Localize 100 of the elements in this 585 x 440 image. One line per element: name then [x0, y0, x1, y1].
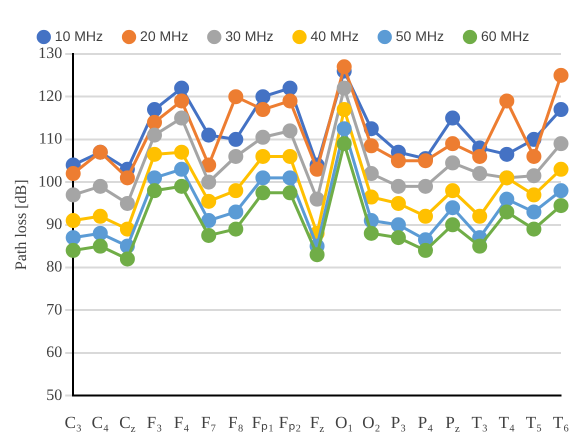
- x-tick-label: T₄: [498, 413, 516, 432]
- point: [526, 222, 542, 237]
- point: [282, 170, 298, 186]
- point: [147, 128, 162, 143]
- point: [472, 208, 488, 224]
- x-tick-label: Fₚ₂: [278, 413, 302, 433]
- point: [445, 200, 460, 216]
- point: [472, 148, 488, 164]
- point: [66, 213, 81, 228]
- legend-label: 30 MHz: [225, 28, 274, 44]
- point: [554, 198, 568, 214]
- legend-label: 10 MHz: [54, 28, 104, 44]
- point: [201, 228, 216, 243]
- point: [336, 102, 352, 118]
- point: [255, 102, 270, 118]
- point: [364, 190, 379, 205]
- point: [174, 178, 190, 194]
- x-tick-label: P₄: [418, 413, 434, 432]
- y-tick-label: 130: [38, 45, 62, 62]
- point: [282, 123, 298, 138]
- point: [66, 242, 81, 258]
- point: [364, 166, 379, 182]
- point: [554, 136, 568, 152]
- point: [201, 128, 216, 143]
- point: [66, 187, 81, 202]
- point: [228, 89, 244, 104]
- point: [201, 213, 216, 228]
- point: [526, 148, 542, 164]
- point: [174, 93, 190, 108]
- point: [390, 153, 406, 168]
- point: [255, 130, 270, 145]
- point: [282, 148, 298, 164]
- point: [472, 238, 488, 254]
- point: [499, 93, 514, 108]
- point: [92, 208, 108, 224]
- point: [120, 222, 135, 237]
- point: [147, 102, 162, 118]
- y-tick-label: 120: [38, 88, 62, 105]
- y-tick-label: 100: [38, 173, 62, 190]
- point: [255, 148, 270, 164]
- x-tick-label: C₃: [64, 413, 82, 432]
- y-tick-label: 90: [46, 216, 62, 234]
- point: [554, 102, 568, 118]
- point: [364, 138, 379, 154]
- point: [499, 146, 514, 162]
- point: [310, 247, 325, 262]
- y-tick-label: 50: [46, 386, 62, 404]
- x-tick-label: P₃: [390, 413, 406, 432]
- x-tick-label: T₃: [472, 413, 488, 432]
- x-tick-label: F₄: [174, 413, 190, 432]
- point: [526, 168, 542, 184]
- point: [147, 183, 162, 198]
- legend-label: 20 MHz: [140, 28, 188, 44]
- point: [201, 158, 216, 173]
- x-tick-label: Fₚ₁: [252, 413, 274, 433]
- point: [472, 166, 488, 182]
- legend-label: 60 MHz: [480, 28, 530, 44]
- point: [228, 148, 244, 164]
- legend-label: 50 MHz: [396, 28, 444, 44]
- x-tick-label: O₂: [362, 413, 380, 432]
- point: [66, 230, 81, 246]
- point: [282, 185, 298, 200]
- x-tick-label: T₅: [526, 413, 542, 432]
- point: [445, 183, 460, 198]
- point: [92, 226, 108, 241]
- point: [526, 204, 542, 220]
- point: [174, 80, 190, 96]
- x-tick-label: O₁: [335, 413, 354, 432]
- point: [174, 162, 190, 177]
- point: [201, 194, 216, 209]
- point: [282, 93, 298, 108]
- point: [201, 174, 216, 190]
- point: [554, 183, 568, 198]
- x-tick-label: F₈: [228, 413, 244, 432]
- point: [418, 178, 433, 194]
- point: [499, 204, 514, 220]
- x-tick-label: F₃: [146, 413, 162, 432]
- point: [445, 217, 460, 232]
- point: [445, 155, 460, 170]
- point: [228, 222, 244, 237]
- point: [147, 170, 162, 186]
- point: [390, 196, 406, 211]
- y-tick-label: 70: [46, 301, 62, 318]
- point: [255, 185, 270, 200]
- point: [336, 59, 352, 74]
- point: [120, 251, 135, 266]
- y-tick-label: 80: [46, 258, 62, 276]
- x-tick-label: C₄: [92, 413, 110, 432]
- point: [228, 204, 244, 220]
- point: [336, 121, 352, 136]
- point: [336, 136, 352, 152]
- point: [92, 178, 108, 194]
- point: [228, 132, 244, 147]
- point: [418, 242, 433, 258]
- x-tick-label: F₇: [201, 413, 216, 432]
- point: [310, 192, 325, 207]
- point: [310, 162, 325, 177]
- point: [282, 80, 298, 96]
- point: [255, 170, 270, 186]
- y-tick-label: 60: [46, 344, 62, 362]
